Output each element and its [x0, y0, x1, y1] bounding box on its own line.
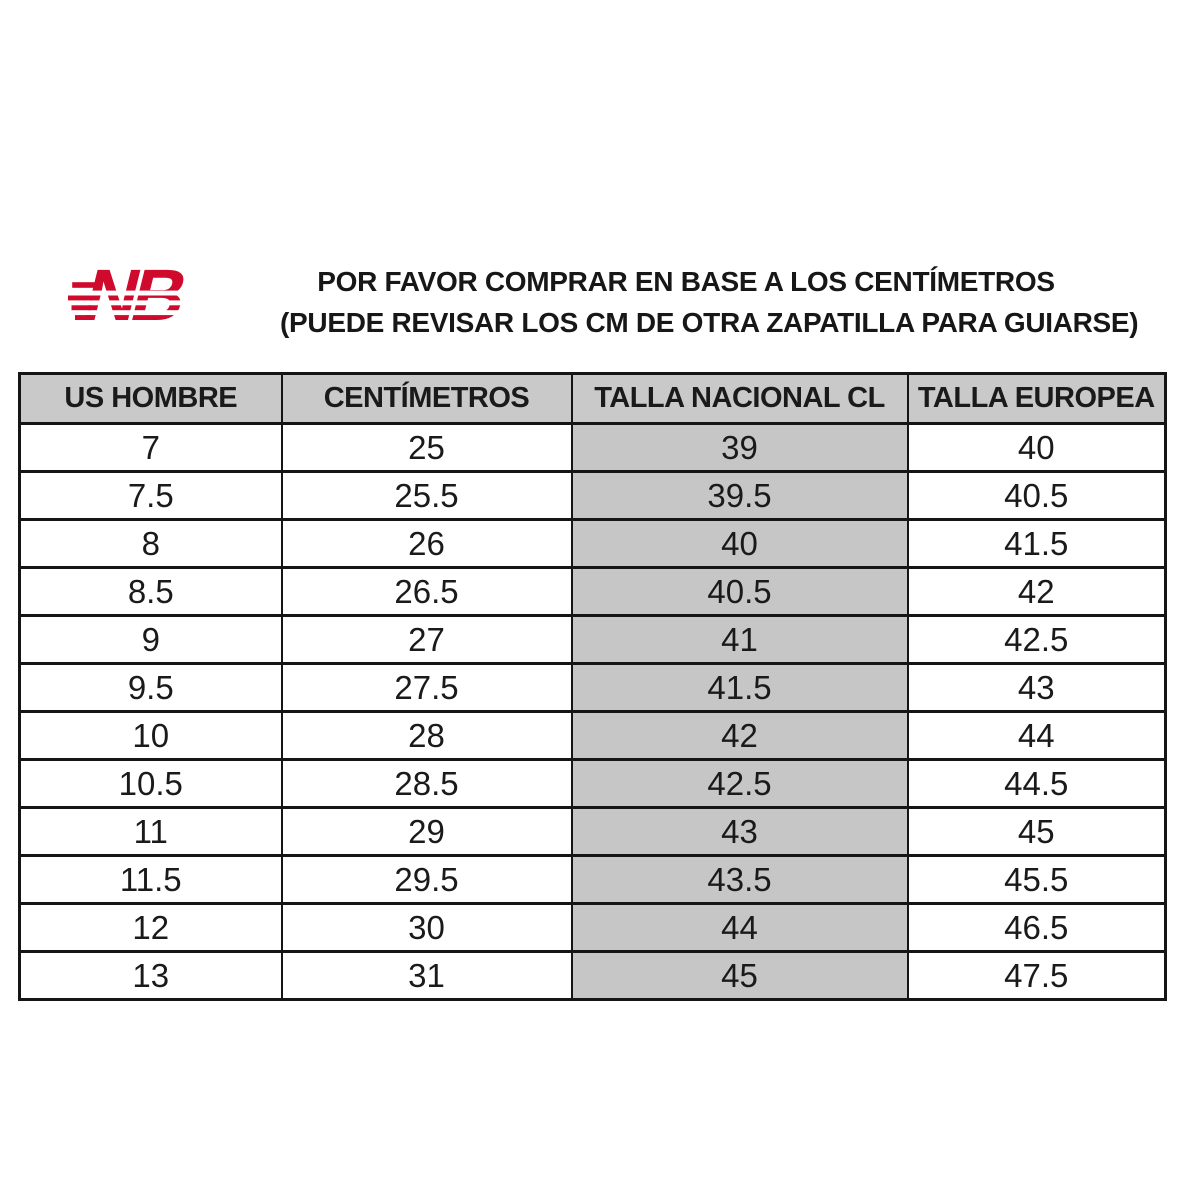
table-cell: 42.5: [906, 614, 1167, 665]
table-row: 12 30 44 46.5: [18, 902, 1167, 953]
table-cell: 12: [18, 902, 283, 953]
table-cell: 42.5: [570, 758, 909, 809]
column-header-0: US HOMBRE: [18, 372, 283, 425]
table-cell: 45.5: [906, 854, 1167, 905]
table-cell: 11.5: [18, 854, 283, 905]
table-cell: 7: [18, 422, 283, 473]
table-cell: 11: [18, 806, 283, 857]
table-cell: 39: [570, 422, 909, 473]
table-row: 7 25 39 40: [18, 422, 1167, 473]
table-cell: 28: [280, 710, 573, 761]
table-cell: 43.5: [570, 854, 909, 905]
table-cell: 41.5: [906, 518, 1167, 569]
column-header-3: TALLA EUROPEA: [906, 372, 1167, 425]
table-cell: 40: [570, 518, 909, 569]
title-line-1: POR FAVOR COMPRAR EN BASE A LOS CENTÍMET…: [317, 266, 1055, 297]
table-row: 11 29 43 45: [18, 806, 1167, 857]
table-cell: 31: [280, 950, 573, 1001]
title-line-2: (PUEDE REVISAR LOS CM DE OTRA ZAPATILLA …: [280, 307, 1139, 338]
table-cell: 41.5: [570, 662, 909, 713]
table-cell: 27.5: [280, 662, 573, 713]
table-cell: 39.5: [570, 470, 909, 521]
table-body: 7 25 39 40 7.5 25.5 39.5 40.5 8 26 40 41.5 8.5 26.5 40…: [18, 422, 1167, 1001]
page-title: POR FAVOR COMPRAR EN BASE A LOS CENTÍMET…: [280, 261, 1139, 343]
column-header-2: TALLA NACIONAL CL: [570, 372, 909, 425]
new-balance-logo-icon: NB: [68, 254, 208, 336]
column-header-1: CENTÍMETROS: [280, 372, 573, 425]
table-cell: 13: [18, 950, 283, 1001]
table-row: 11.5 29.5 43.5 45.5: [18, 854, 1167, 905]
table-cell: 40.5: [906, 470, 1167, 521]
header-row: US HOMBRE CENTÍMETROS TALLA NACIONAL CL TAL…: [18, 372, 1167, 425]
table-cell: 28.5: [280, 758, 573, 809]
table-row: 13 31 45 47.5: [18, 950, 1167, 1001]
table-row: 8 26 40 41.5: [18, 518, 1167, 569]
table-row: 10.5 28.5 42.5 44.5: [18, 758, 1167, 809]
size-conversion-table: US HOMBRE CENTÍMETROS TALLA NACIONAL CL TAL…: [18, 372, 1167, 1001]
table-cell: 42: [906, 566, 1167, 617]
table-cell: 40.5: [570, 566, 909, 617]
table-row: 7.5 25.5 39.5 40.5: [18, 470, 1167, 521]
table-cell: 47.5: [906, 950, 1167, 1001]
table-cell: 40: [906, 422, 1167, 473]
table-cell: 44.5: [906, 758, 1167, 809]
table-cell: 42: [570, 710, 909, 761]
table-cell: 8.5: [18, 566, 283, 617]
table-row: 10 28 42 44: [18, 710, 1167, 761]
table-cell: 45: [570, 950, 909, 1001]
table-cell: 43: [906, 662, 1167, 713]
table-cell: 45: [906, 806, 1167, 857]
table-row: 9.5 27.5 41.5 43: [18, 662, 1167, 713]
table-cell: 26.5: [280, 566, 573, 617]
table-row: 9 27 41 42.5: [18, 614, 1167, 665]
table-cell: 29: [280, 806, 573, 857]
table-cell: 27: [280, 614, 573, 665]
table-cell: 25.5: [280, 470, 573, 521]
table-cell: 46.5: [906, 902, 1167, 953]
table-cell: 29.5: [280, 854, 573, 905]
table-cell: 44: [906, 710, 1167, 761]
table-cell: 7.5: [18, 470, 283, 521]
table-cell: 43: [570, 806, 909, 857]
new-balance-logo: NB: [68, 248, 208, 336]
table-cell: 30: [280, 902, 573, 953]
table-head: US HOMBRE CENTÍMETROS TALLA NACIONAL CL TAL…: [18, 372, 1167, 425]
table-cell: 10.5: [18, 758, 283, 809]
table-cell: 9.5: [18, 662, 283, 713]
table-cell: 41: [570, 614, 909, 665]
table-cell: 10: [18, 710, 283, 761]
table-cell: 44: [570, 902, 909, 953]
table-cell: 9: [18, 614, 283, 665]
table-row: 8.5 26.5 40.5 42: [18, 566, 1167, 617]
table-cell: 26: [280, 518, 573, 569]
table-cell: 8: [18, 518, 283, 569]
table-cell: 25: [280, 422, 573, 473]
